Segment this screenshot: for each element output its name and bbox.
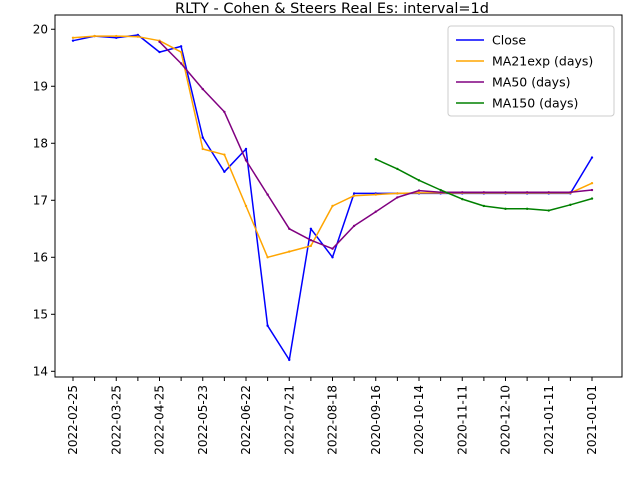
data-point-ma21exp-days	[115, 34, 118, 38]
data-point-close	[288, 358, 291, 362]
data-point-ma50-days	[590, 188, 594, 192]
data-point-ma50-days	[525, 191, 529, 194]
data-point-ma21exp-days	[352, 194, 356, 197]
y-tick-label: 16	[33, 250, 48, 264]
data-point-ma21exp-days	[71, 36, 75, 40]
data-point-ma150-days	[525, 207, 529, 211]
data-point-ma21exp-days	[374, 193, 377, 196]
data-point-close	[590, 156, 594, 159]
data-point-ma21exp-days	[288, 250, 291, 253]
data-point-ma21exp-days	[179, 50, 183, 54]
y-tick-label: 19	[33, 79, 48, 93]
x-tick-label: 2020-10-14	[412, 385, 426, 455]
data-point-ma50-days	[374, 210, 377, 213]
x-tick-label: 2022-02-25	[66, 385, 80, 455]
data-point-close	[223, 170, 226, 173]
legend-frame	[447, 25, 615, 117]
data-point-ma50-days	[461, 191, 464, 194]
data-point-ma150-days	[482, 204, 486, 208]
data-point-close	[136, 33, 140, 37]
data-point-close	[352, 192, 356, 195]
data-point-close	[179, 45, 183, 48]
data-point-ma150-days	[374, 158, 377, 161]
data-point-ma50-days	[482, 191, 486, 194]
legend-label: Close	[492, 33, 526, 48]
data-point-ma50-days	[417, 189, 421, 192]
data-point-ma150-days	[590, 197, 594, 200]
data-point-ma50-days	[504, 191, 507, 194]
x-tick-label: 2022-07-21	[282, 385, 296, 455]
y-axis: 14 15 16 17 18 19 20	[33, 22, 55, 378]
legend-label: MA21exp (days)	[492, 54, 593, 69]
data-point-close	[201, 136, 204, 139]
legend: Close MA21exp (days) MA50 (days) MA150 (day…	[447, 25, 615, 117]
x-tick-label: 2022-08-18	[326, 385, 340, 455]
x-tick-label: 2020-09-16	[369, 385, 383, 455]
data-point-ma50-days	[547, 191, 550, 194]
data-point-ma50-days	[396, 196, 399, 199]
data-point-ma50-days	[266, 193, 269, 196]
data-point-ma21exp-days	[417, 191, 421, 195]
series-layer	[71, 33, 594, 362]
x-tick-label: 2022-06-22	[239, 385, 253, 455]
data-point-close	[309, 227, 313, 230]
data-point-ma50-days	[179, 62, 183, 65]
data-point-ma150-days	[547, 209, 550, 212]
data-point-ma21exp-days	[396, 192, 399, 195]
y-tick-label: 20	[33, 22, 48, 36]
data-point-ma150-days	[439, 188, 442, 192]
data-point-ma150-days	[396, 167, 399, 171]
data-point-close	[115, 36, 118, 40]
data-point-ma50-days	[352, 224, 356, 228]
chart-title: RLTY - Cohen & Steers Real Es: interval=…	[175, 1, 489, 17]
data-point-ma21exp-days	[93, 34, 96, 38]
data-point-ma21exp-days	[266, 256, 269, 259]
x-tick-label: 2020-11-11	[455, 385, 469, 455]
data-point-ma50-days	[331, 247, 334, 250]
data-point-ma150-days	[504, 207, 507, 211]
y-tick-label: 15	[33, 307, 48, 321]
y-tick-label: 18	[33, 136, 48, 150]
data-point-close	[266, 324, 269, 327]
data-point-ma50-days	[244, 159, 248, 162]
data-point-ma150-days	[417, 179, 421, 182]
data-point-ma21exp-days	[201, 147, 204, 151]
data-point-ma50-days	[569, 191, 572, 194]
data-point-ma150-days	[569, 203, 572, 207]
y-tick-label: 17	[33, 193, 48, 207]
data-point-close	[244, 147, 248, 151]
x-axis: 2022-02-25 2022-03-25 2022-04-25 2022-05-23…	[66, 377, 599, 455]
data-point-ma50-days	[223, 110, 226, 114]
x-tick-label: 2021-01-11	[542, 385, 556, 455]
data-point-ma50-days	[201, 87, 204, 91]
data-point-ma50-days	[288, 227, 291, 230]
legend-label: MA150 (days)	[492, 96, 578, 111]
legend-label: MA50 (days)	[492, 75, 570, 90]
data-point-ma21exp-days	[223, 153, 226, 156]
data-point-ma50-days	[309, 238, 313, 242]
x-tick-label: 2021-01-01	[585, 385, 599, 455]
plot-frame	[54, 14, 623, 378]
data-point-ma21exp-days	[136, 35, 140, 38]
data-point-ma21exp-days	[309, 244, 313, 248]
data-point-close	[158, 50, 161, 54]
x-tick-label: 2022-04-25	[153, 385, 167, 455]
data-point-ma150-days	[461, 197, 464, 201]
data-point-ma50-days	[158, 40, 161, 43]
x-tick-label: 2022-05-23	[196, 385, 210, 455]
x-tick-label: 2020-12-10	[499, 385, 513, 455]
data-point-ma21exp-days	[244, 204, 248, 208]
data-point-close	[71, 39, 75, 42]
data-point-ma50-days	[439, 191, 442, 194]
data-point-ma21exp-days	[590, 181, 594, 185]
data-point-close	[331, 256, 334, 259]
data-point-ma21exp-days	[331, 204, 334, 208]
x-tick-label: 2022-03-25	[109, 385, 123, 455]
y-tick-label: 14	[33, 364, 48, 378]
